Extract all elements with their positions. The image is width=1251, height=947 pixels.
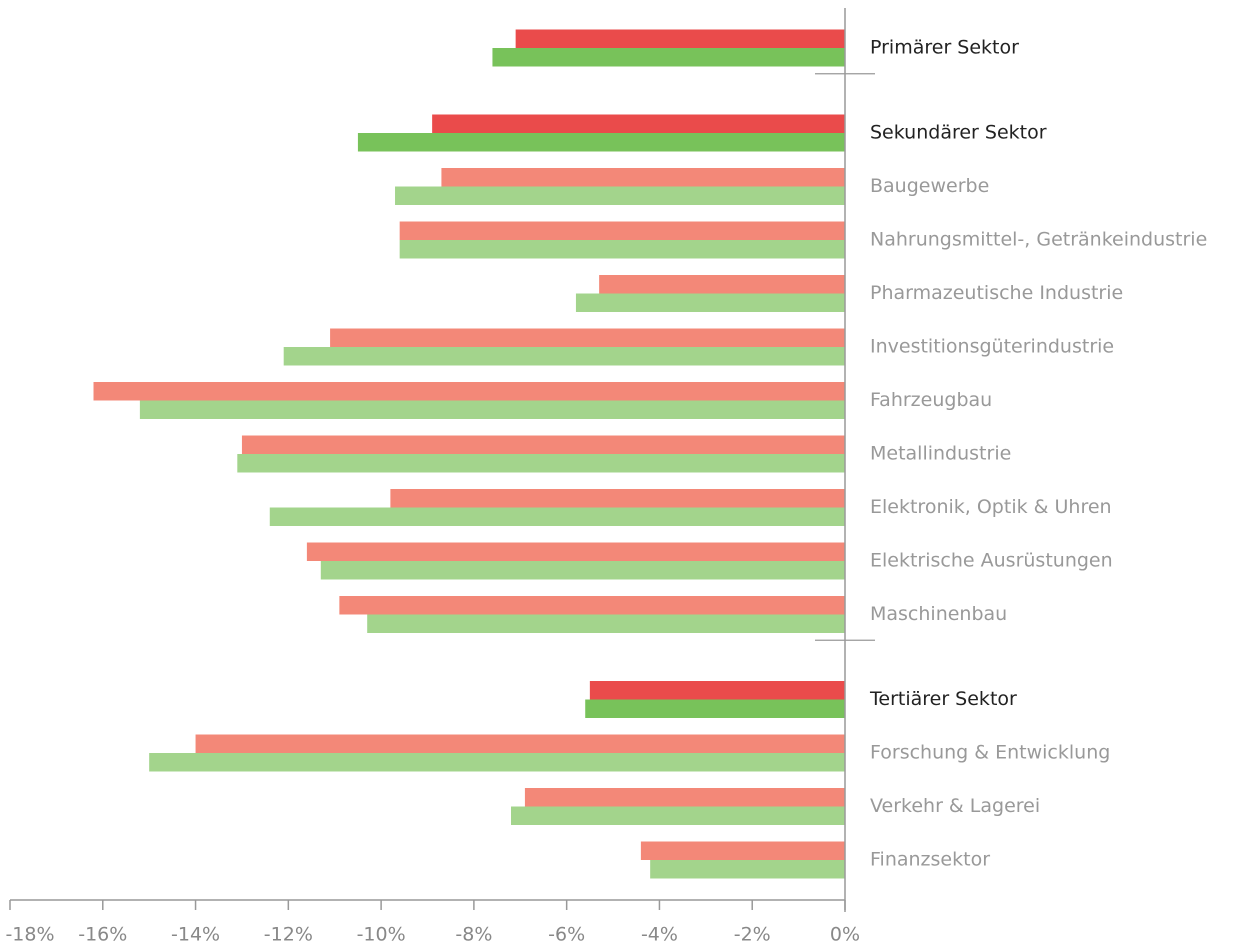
category-label: Verkehr & Lagerei <box>870 795 1040 817</box>
category-label: Nahrungsmittel-, Getränkeindustrie <box>870 229 1207 251</box>
category-label: Elektrische Ausrüstungen <box>870 550 1113 572</box>
category-label: Primärer Sektor <box>870 37 1019 59</box>
category-label: Elektronik, Optik & Uhren <box>870 496 1112 518</box>
category-label: Baugewerbe <box>870 175 989 197</box>
x-tick-label: -2% <box>734 924 771 946</box>
bar <box>367 614 845 633</box>
category-label: Pharmazeutische Industrie <box>870 282 1123 304</box>
bar <box>524 788 845 807</box>
bar <box>339 596 845 615</box>
bar <box>390 489 845 508</box>
bar <box>640 841 845 860</box>
x-tick-label: -6% <box>548 924 585 946</box>
bar <box>432 114 845 133</box>
x-tick-label: -8% <box>455 924 492 946</box>
bar <box>139 400 845 419</box>
bar <box>599 275 845 294</box>
bar <box>149 753 845 772</box>
category-label: Investitionsgüterindustrie <box>870 336 1114 358</box>
x-tick-label: -4% <box>641 924 678 946</box>
bar <box>575 293 845 312</box>
bar <box>330 328 845 347</box>
category-label: Fahrzeugbau <box>870 389 992 411</box>
bar <box>283 347 845 366</box>
bar <box>357 133 845 152</box>
bar <box>515 29 845 48</box>
bar <box>585 699 845 718</box>
x-tick-label: -10% <box>357 924 406 946</box>
bar <box>650 860 845 879</box>
category-label: Metallindustrie <box>870 443 1011 465</box>
bar <box>399 221 845 240</box>
bar <box>93 382 845 401</box>
category-label: Forschung & Entwicklung <box>870 742 1110 764</box>
x-tick-label: -12% <box>264 924 313 946</box>
bar <box>269 507 845 526</box>
bar <box>395 186 845 205</box>
bar <box>306 542 845 561</box>
x-tick-label: -16% <box>78 924 127 946</box>
bar <box>511 806 845 825</box>
x-tick-label: -14% <box>171 924 220 946</box>
bar <box>441 168 845 187</box>
bar <box>195 734 846 753</box>
category-label: Tertiärer Sektor <box>869 688 1017 710</box>
category-label: Finanzsektor <box>870 849 990 871</box>
category-label: Maschinenbau <box>870 603 1007 625</box>
bar <box>320 561 845 580</box>
x-tick-label: -18% <box>5 924 54 946</box>
bar <box>492 48 845 67</box>
bar <box>399 240 845 259</box>
category-label: Sekundärer Sektor <box>870 122 1047 144</box>
bar <box>241 435 845 454</box>
x-tick-label: 0% <box>830 924 860 946</box>
bar <box>237 454 846 473</box>
bar <box>589 681 845 700</box>
